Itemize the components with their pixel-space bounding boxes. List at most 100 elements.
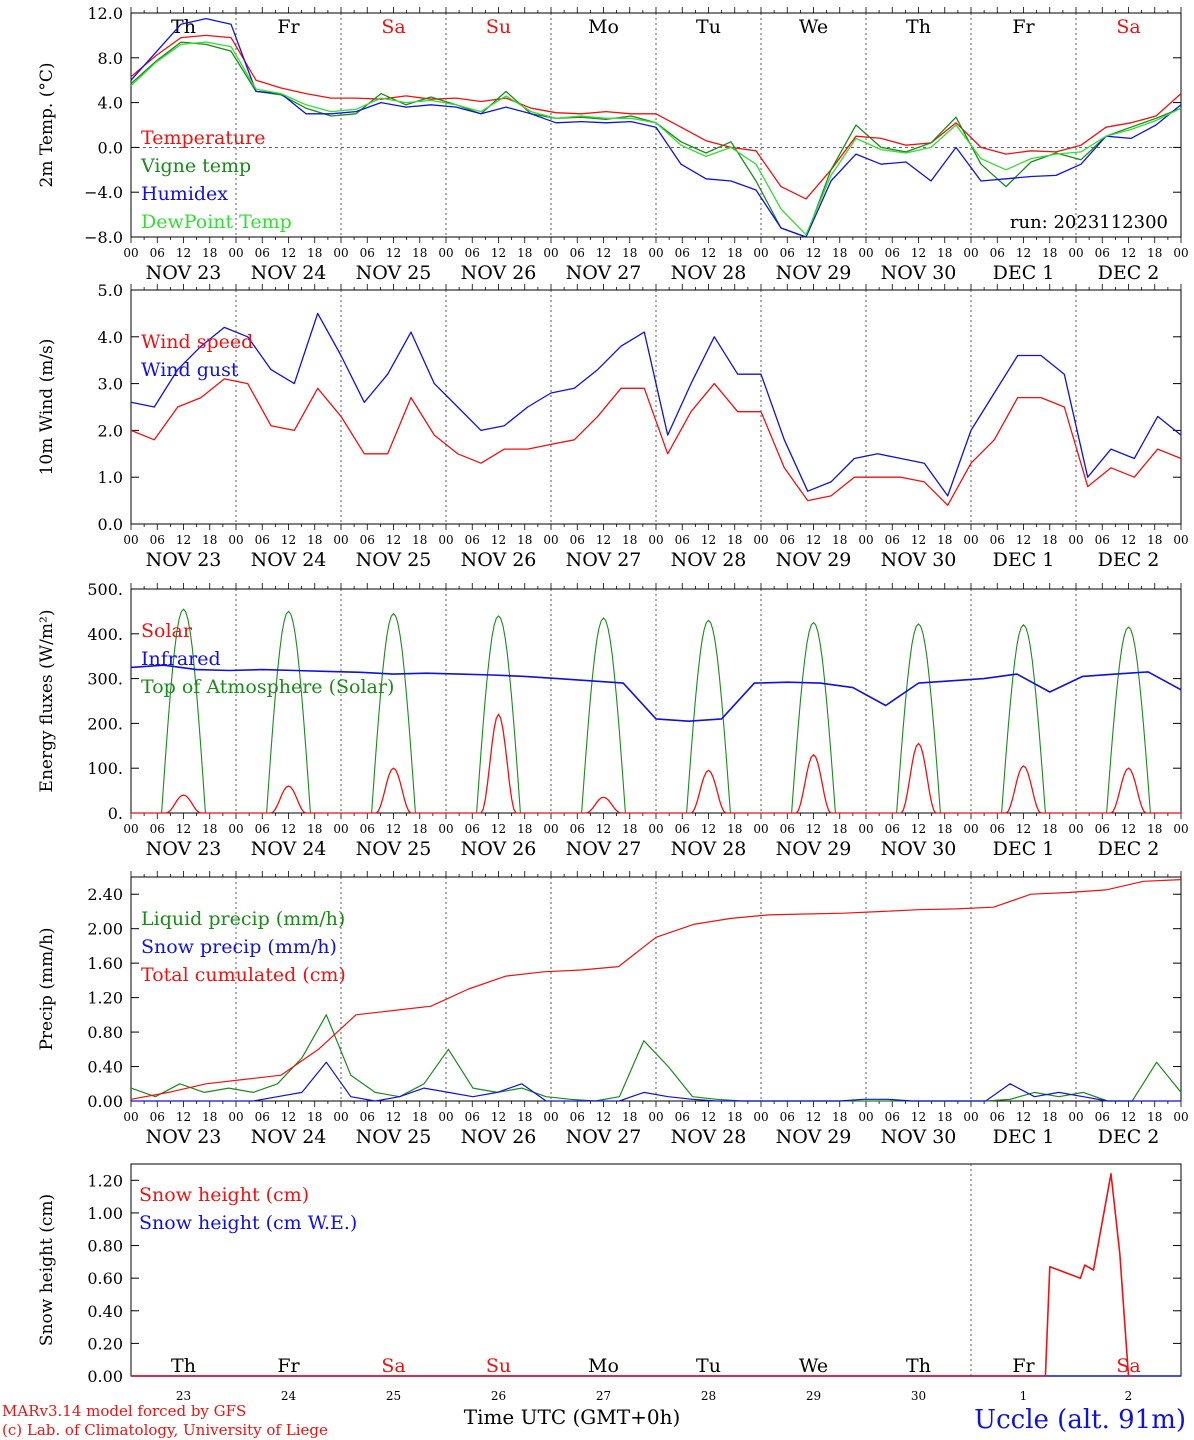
date-label: NOV 24 <box>251 1126 327 1148</box>
legend-entry: Top of Atmosphere (Solar) <box>141 676 394 698</box>
day-name-label: Th <box>171 1355 196 1377</box>
hour-tick-label: 06 <box>465 1110 480 1124</box>
date-label: DEC 2 <box>1098 838 1160 860</box>
hour-tick-label: 06 <box>885 1110 900 1124</box>
hour-tick-label: 00 <box>1068 533 1083 547</box>
y-axis-label: Precip (mm/h) <box>37 927 57 1050</box>
day-name-label: Fr <box>277 16 300 38</box>
x-axis-title: Time UTC (GMT+0h) <box>464 1405 681 1429</box>
legend-entry: Humidex <box>141 183 228 205</box>
hour-tick-label: 06 <box>255 246 270 260</box>
hour-tick-label: 06 <box>150 822 165 836</box>
hour-tick-label: 12 <box>491 246 506 260</box>
hour-tick-label: 00 <box>228 533 243 547</box>
hour-tick-label: 18 <box>1147 533 1162 547</box>
hour-tick-label: 06 <box>780 1110 795 1124</box>
hour-tick-label: 18 <box>832 246 847 260</box>
hour-tick-label: 00 <box>753 533 768 547</box>
hour-tick-label: 12 <box>1016 533 1031 547</box>
hour-tick-label: 12 <box>596 822 611 836</box>
y-tick-label: 200. <box>87 714 123 733</box>
toa-solar-line <box>236 610 341 814</box>
hour-tick-label: 00 <box>963 533 978 547</box>
toa-solar-line <box>446 615 551 814</box>
y-tick-label: 300. <box>87 670 123 689</box>
date-label: DEC 2 <box>1098 1126 1160 1148</box>
hour-tick-label: 06 <box>570 822 585 836</box>
hour-tick-label: 00 <box>963 822 978 836</box>
day-number-label: 23 <box>176 1389 191 1403</box>
day-name-label: Fr <box>1012 1355 1035 1377</box>
y-tick-label: 0.20 <box>87 1334 123 1353</box>
day-name-label: We <box>799 16 828 38</box>
hour-tick-label: 06 <box>1095 822 1110 836</box>
hour-tick-label: 12 <box>596 1110 611 1124</box>
day-number-label: 1 <box>1020 1389 1028 1403</box>
hour-tick-label: 18 <box>727 533 742 547</box>
day-number-label: 30 <box>911 1389 926 1403</box>
hour-tick-label: 12 <box>911 533 926 547</box>
date-label: NOV 29 <box>776 838 852 860</box>
temp-series-line <box>130 41 1182 236</box>
hour-tick-label: 12 <box>281 533 296 547</box>
toa-solar-line <box>1076 626 1181 814</box>
date-label: NOV 24 <box>251 838 327 860</box>
hour-tick-label: 12 <box>806 246 821 260</box>
hour-tick-label: 12 <box>1121 533 1136 547</box>
hour-tick-label: 06 <box>990 533 1005 547</box>
solar-line <box>341 767 446 814</box>
day-name-label: Th <box>171 16 196 38</box>
y-tick-label: 0.00 <box>87 1092 123 1111</box>
day-name-label: Su <box>486 16 511 38</box>
y-tick-label: 2.00 <box>87 920 123 939</box>
hour-tick-label: 00 <box>1068 246 1083 260</box>
y-tick-label: 12.0 <box>87 4 123 23</box>
temp-series-line <box>130 17 1182 238</box>
hour-tick-label: 12 <box>281 1110 296 1124</box>
hour-tick-label: 18 <box>1147 1110 1162 1124</box>
hour-tick-label: 00 <box>858 822 873 836</box>
hour-tick-label: 06 <box>1095 533 1110 547</box>
hour-tick-label: 06 <box>255 533 270 547</box>
y-axis-label: 10m Wind (m/s) <box>37 339 57 476</box>
hour-tick-label: 18 <box>727 1110 742 1124</box>
toa-solar-line <box>971 623 1076 814</box>
solar-line <box>761 753 866 814</box>
date-label: NOV 30 <box>881 262 957 284</box>
hour-tick-label: 06 <box>885 246 900 260</box>
hour-tick-label: 06 <box>675 533 690 547</box>
hour-tick-label: 12 <box>1016 1110 1031 1124</box>
y-tick-label: 2.40 <box>87 885 123 904</box>
hour-tick-label: 00 <box>438 1110 453 1124</box>
y-tick-label: 3.0 <box>98 375 123 394</box>
legend-entry: Snow height (cm W.E.) <box>139 1212 357 1234</box>
hour-tick-label: 18 <box>727 246 742 260</box>
hour-tick-label: 12 <box>596 246 611 260</box>
y-tick-label: 400. <box>87 625 123 644</box>
y-tick-label: 0.60 <box>87 1269 123 1288</box>
hour-tick-label: 06 <box>780 246 795 260</box>
toa-solar-line <box>866 623 971 814</box>
hour-tick-label: 00 <box>858 533 873 547</box>
date-label: NOV 27 <box>566 1126 642 1148</box>
day-name-label: Fr <box>1012 16 1035 38</box>
hour-tick-label: 06 <box>780 533 795 547</box>
hour-tick-label: 12 <box>176 1110 191 1124</box>
hour-tick-label: 18 <box>832 533 847 547</box>
solar-line <box>866 742 971 814</box>
hour-tick-label: 00 <box>858 1110 873 1124</box>
hour-tick-label: 12 <box>911 1110 926 1124</box>
date-label: NOV 24 <box>251 549 327 571</box>
day-name-label: Sa <box>1116 16 1140 38</box>
hour-tick-label: 18 <box>307 1110 322 1124</box>
date-label: DEC 1 <box>993 549 1055 571</box>
legend-entry: Solar <box>141 620 193 642</box>
date-label: NOV 27 <box>566 262 642 284</box>
toa-solar-line <box>131 608 236 814</box>
y-tick-label: 1.0 <box>98 468 123 487</box>
hour-tick-label: 18 <box>937 533 952 547</box>
hour-tick-label: 06 <box>150 533 165 547</box>
day-name-label: Tu <box>696 1355 721 1377</box>
y-tick-label: 0. <box>108 804 123 823</box>
